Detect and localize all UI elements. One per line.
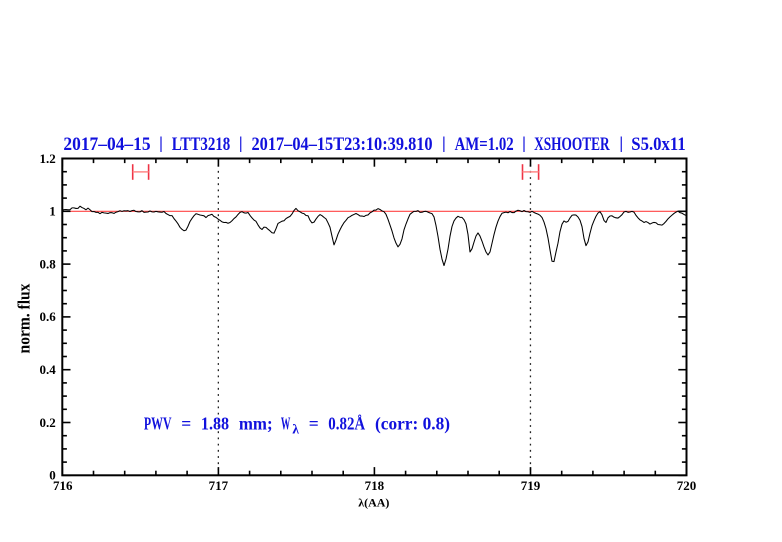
svg-text:LTT3218: LTT3218 <box>172 134 231 155</box>
svg-text:0.8: 0.8 <box>40 256 57 271</box>
svg-text:=: = <box>309 413 319 433</box>
svg-text:|: | <box>239 134 243 153</box>
svg-text:(corr: 0.8): (corr: 0.8) <box>375 413 450 433</box>
svg-text:mm;: mm; <box>239 413 273 433</box>
svg-text:717: 717 <box>209 478 229 493</box>
svg-text:2017–04–15T23:10:39.810: 2017–04–15T23:10:39.810 <box>252 134 433 155</box>
svg-text:S5.0x11: S5.0x11 <box>631 134 685 155</box>
svg-text:1.88: 1.88 <box>201 413 229 433</box>
svg-text:716: 716 <box>53 478 73 493</box>
svg-text:norm. flux: norm. flux <box>14 283 33 354</box>
svg-text:|: | <box>619 134 623 153</box>
svg-text:|: | <box>522 134 526 153</box>
svg-text:=: = <box>181 413 191 433</box>
svg-text:PWV: PWV <box>144 413 172 433</box>
svg-text:0.2: 0.2 <box>40 415 56 430</box>
svg-text:AM=1.02: AM=1.02 <box>455 134 514 155</box>
svg-text:0: 0 <box>49 468 56 483</box>
svg-text:λ(AA): λ(AA) <box>358 495 389 509</box>
svg-text:XSHOOTER: XSHOOTER <box>534 134 610 155</box>
svg-text:|: | <box>442 134 446 153</box>
svg-text:|: | <box>159 134 163 153</box>
svg-text:W: W <box>281 413 291 433</box>
svg-text:λ: λ <box>292 422 299 437</box>
svg-text:720: 720 <box>677 478 697 493</box>
svg-text:1: 1 <box>49 204 56 219</box>
svg-text:2017–04–15: 2017–04–15 <box>63 134 150 155</box>
svg-text:0.4: 0.4 <box>40 362 57 377</box>
svg-text:0.6: 0.6 <box>40 309 57 324</box>
svg-text:718: 718 <box>365 478 385 493</box>
svg-text:719: 719 <box>521 478 541 493</box>
svg-text:1.2: 1.2 <box>40 151 56 166</box>
svg-text:0.82Å: 0.82Å <box>328 413 365 433</box>
